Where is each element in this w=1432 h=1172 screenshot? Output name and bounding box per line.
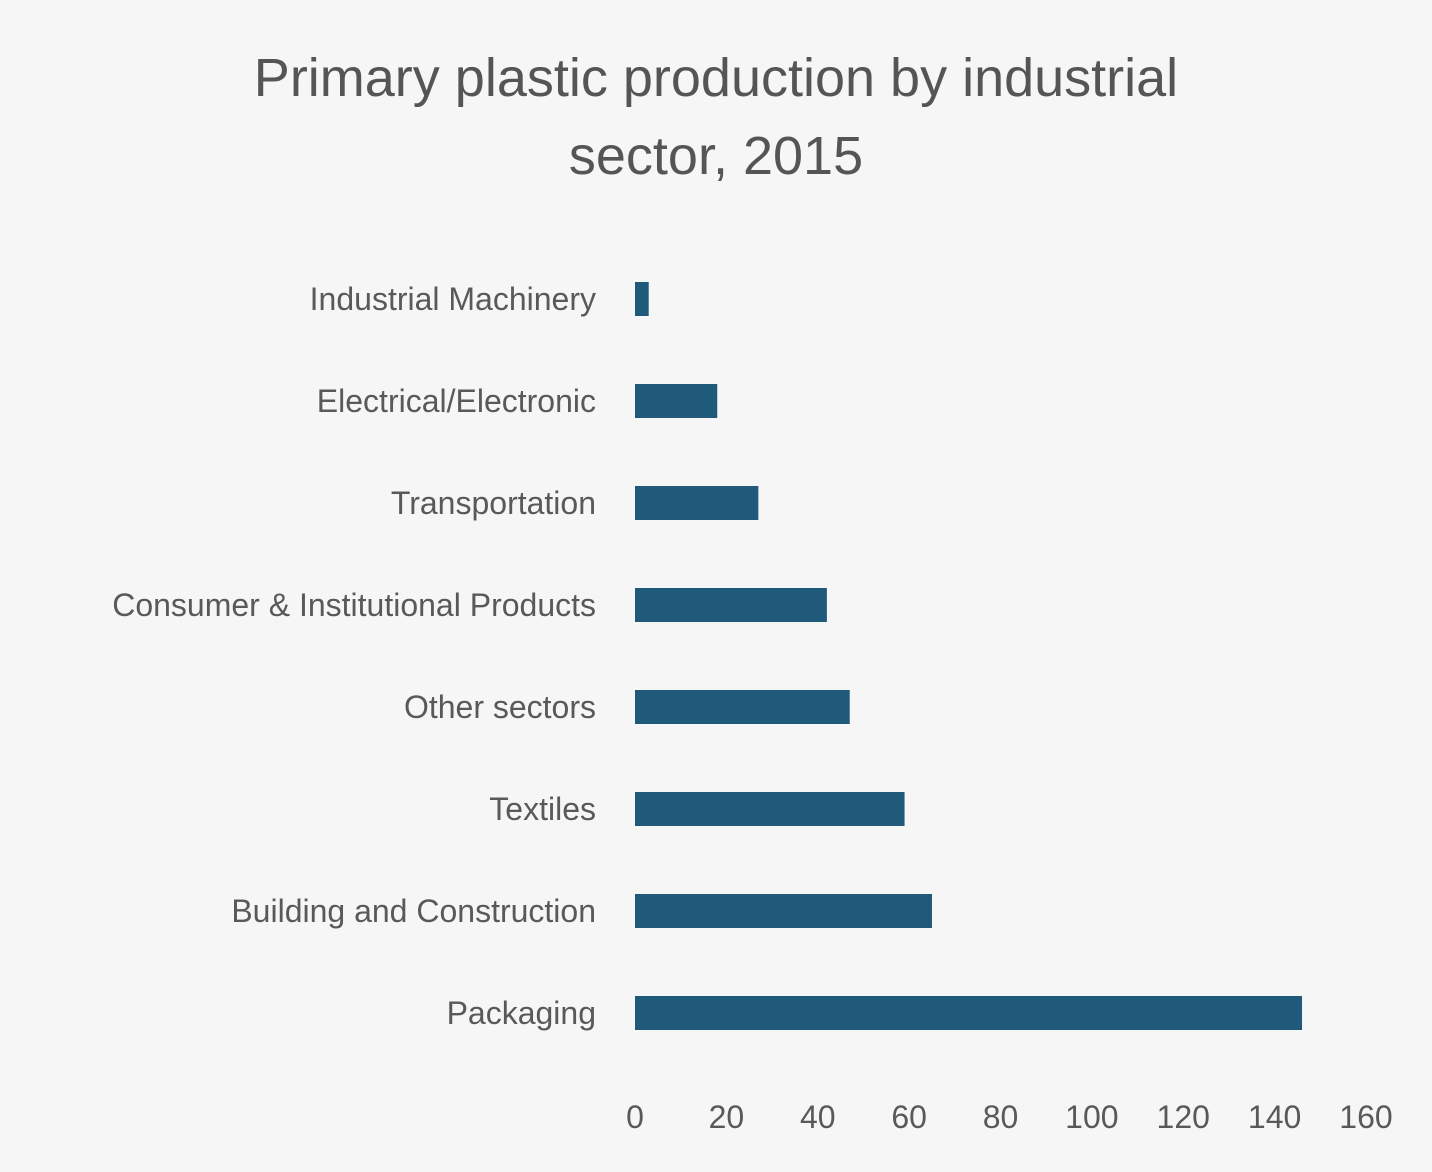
category-label-electrical-electronic: Electrical/Electronic [317,383,596,419]
x-tick-label-40: 40 [800,1099,836,1135]
bar-textiles [635,792,905,826]
x-tick-label-120: 120 [1157,1099,1210,1135]
x-tick-label-60: 60 [891,1099,927,1135]
category-label-other-sectors: Other sectors [404,689,596,725]
category-label-transportation: Transportation [391,485,596,521]
bar-transportation [635,486,759,520]
category-label-packaging: Packaging [447,995,596,1031]
category-label-industrial-machinery: Industrial Machinery [310,281,596,317]
category-label-consumer-institutional-products: Consumer & Institutional Products [112,587,596,623]
bar-electrical-electronic [635,384,718,418]
x-tick-label-100: 100 [1065,1099,1118,1135]
bar-building-and-construction [635,894,932,928]
category-label-building-and-construction: Building and Construction [231,893,596,929]
category-labels: Packaging Building and Construction Textil… [112,281,596,1031]
category-label-textiles: Textiles [489,791,596,827]
bar-industrial-machinery [635,282,649,316]
chart-title-line-2: sector, 2015 [569,126,863,186]
bar-other-sectors [635,690,850,724]
x-axis-tick-labels: 0 20 40 60 80 100 120 140 160 [626,1099,1393,1135]
x-tick-label-80: 80 [983,1099,1019,1135]
x-tick-label-140: 140 [1248,1099,1301,1135]
bar-consumer-institutional-products [635,588,827,622]
bars-layer [635,282,1303,1030]
x-tick-label-20: 20 [709,1099,745,1135]
x-tick-label-0: 0 [626,1099,644,1135]
chart-title-line-1: Primary plastic production by industrial [254,48,1178,108]
x-tick-label-160: 160 [1339,1099,1392,1135]
bar-packaging [635,996,1303,1030]
